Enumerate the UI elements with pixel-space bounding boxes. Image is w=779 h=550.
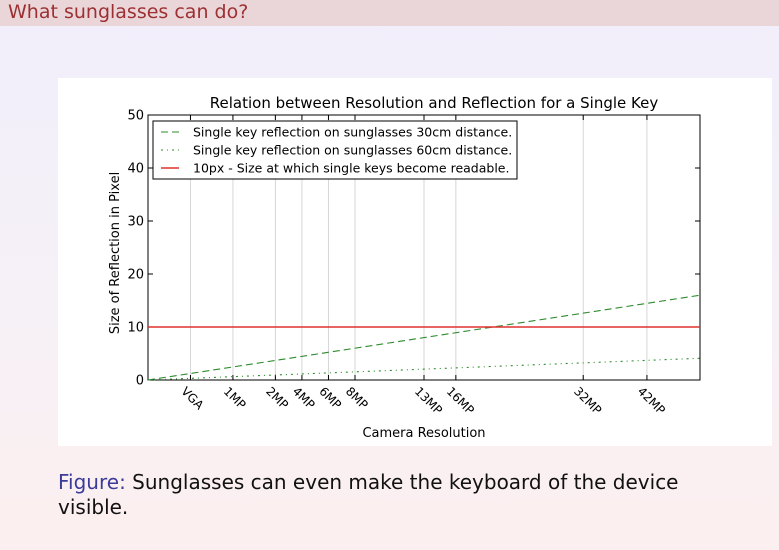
y-axis-label: Size of Reflection in Pixel [108, 172, 123, 334]
y-tick-label-50: 50 [127, 109, 144, 124]
x-tick-label-vga: VGA [178, 384, 207, 413]
legend-label-3: 10px - Size at which single keys become … [193, 161, 509, 176]
x-tick-label-2mp: 2MP [263, 384, 291, 412]
y-tick-label-20: 20 [127, 268, 144, 283]
slide-title: What sunglasses can do? [8, 1, 249, 23]
legend-label-1: Single key reflection on sunglasses 30cm… [193, 125, 512, 140]
y-tick-label-10: 10 [127, 321, 144, 336]
x-tick-label-6mp: 6MP [316, 384, 344, 412]
slide-header: What sunglasses can do? [0, 0, 779, 26]
x-tick-label-32mp: 32MP [571, 384, 604, 417]
x-tick-label-42mp: 42MP [635, 384, 668, 417]
chart-title: Relation between Resolution and Reflecti… [210, 94, 659, 112]
legend-label-2: Single key reflection on sunglasses 60cm… [193, 143, 512, 158]
x-tick-label-16mp: 16MP [444, 384, 477, 417]
caption-text: Sunglasses can even make the keyboard of… [58, 470, 679, 519]
y-tick-label-40: 40 [127, 162, 144, 177]
series-line-2 [147, 357, 701, 381]
x-axis-label: Camera Resolution [362, 426, 485, 441]
series-line-1 [147, 294, 701, 381]
y-tick-label-0: 0 [136, 374, 144, 389]
x-tick-label-13mp: 13MP [412, 384, 445, 417]
figure-caption: Figure: Sunglasses can even make the key… [58, 470, 748, 520]
x-tick-label-8mp: 8MP [343, 384, 371, 412]
figure-panel: 0 10 20 30 40 50 VGA 1MP 2MP 4MP 6MP 8MP 13MP 16MP 32M… [58, 78, 772, 446]
x-tick-label-4mp: 4MP [290, 384, 318, 412]
x-tick-label-1mp: 1MP [221, 384, 249, 412]
legend-box [152, 120, 518, 180]
y-tick-label-30: 30 [127, 215, 144, 230]
caption-label: Figure: [58, 470, 126, 494]
